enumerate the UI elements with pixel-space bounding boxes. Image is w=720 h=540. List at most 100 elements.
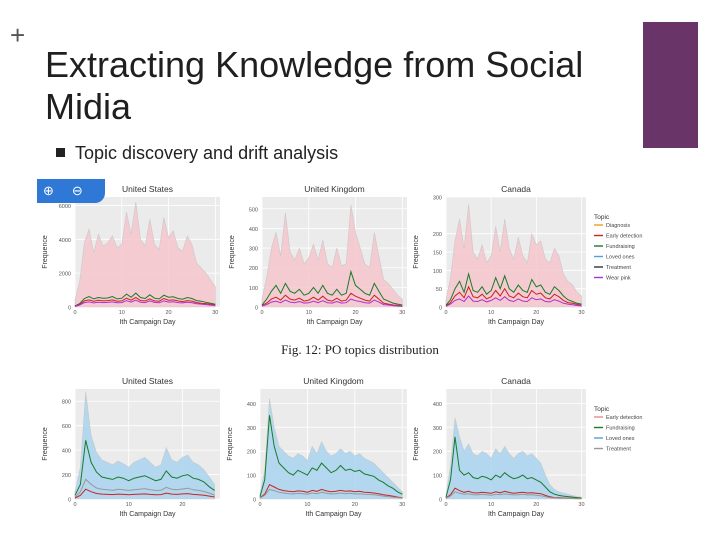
- y-tick-label: 400: [249, 227, 258, 233]
- figure-caption: Fig. 12: PO topics distribution: [281, 342, 439, 357]
- y-axis-label: Frequence: [229, 235, 236, 269]
- y-tick-label: 800: [62, 400, 71, 406]
- x-tick-label: 20: [533, 310, 539, 316]
- legend-item: Treatment: [606, 265, 631, 271]
- y-tick-label: 100: [433, 474, 442, 480]
- y-tick-label: 400: [433, 402, 442, 408]
- x-tick-label: 0: [444, 502, 447, 508]
- y-tick-label: 2000: [59, 272, 71, 278]
- series-line: [445, 436, 582, 499]
- series-area: [261, 204, 403, 308]
- y-tick-label: 4000: [59, 238, 71, 244]
- x-tick-label: 0: [73, 310, 76, 316]
- y-tick-label: 0: [253, 498, 256, 504]
- x-tick-label: 20: [179, 502, 185, 508]
- x-tick-label: 10: [126, 502, 132, 508]
- y-tick-label: 400: [62, 449, 71, 455]
- y-tick-label: 200: [249, 266, 258, 272]
- series-line: [74, 440, 215, 496]
- series-line: [259, 484, 403, 499]
- zoom-toolbar: ⊕ ⊖: [37, 179, 105, 203]
- series-area: [74, 202, 216, 308]
- bullet-text: Topic discovery and drift analysis: [75, 143, 339, 163]
- x-tick-label: 30: [399, 310, 405, 316]
- x-tick-label: 10: [488, 310, 494, 316]
- y-tick-label: 200: [247, 450, 256, 456]
- y-tick-label: 200: [433, 450, 442, 456]
- x-tick-label: 20: [352, 310, 358, 316]
- series-line: [261, 269, 403, 306]
- series-line: [259, 488, 403, 499]
- y-axis-label: Frequence: [42, 427, 49, 461]
- x-tick-label: 20: [533, 502, 539, 508]
- y-axis-label: Frequence: [413, 235, 420, 269]
- y-tick-label: 0: [68, 306, 71, 312]
- y-tick-label: 0: [68, 498, 71, 504]
- y-tick-label: 500: [249, 207, 258, 213]
- legend-item: Diagnosis: [606, 223, 630, 229]
- bullet-item: Topic discovery and drift analysis: [56, 143, 338, 164]
- series-line: [445, 491, 582, 500]
- y-tick-label: 600: [62, 424, 71, 430]
- x-tick-label: 0: [258, 502, 261, 508]
- slide-title: Extracting Knowledge from Social Midia: [45, 44, 584, 127]
- y-tick-label: 100: [247, 474, 256, 480]
- series-line: [74, 478, 215, 498]
- chart-title: United Kingdom: [303, 376, 363, 386]
- y-tick-label: 0: [439, 306, 442, 312]
- legend-item: Early detection: [606, 234, 642, 240]
- series-line: [445, 285, 582, 307]
- x-axis-label: Ith Campaign Day: [119, 319, 176, 326]
- legend-item: Loved ones: [606, 436, 635, 442]
- y-axis-label: Frequence: [42, 235, 49, 269]
- legend-item: Fundraising: [606, 244, 635, 250]
- chart-panel: United States 0 2000 4000 6000 0 10 20 30 Ith Cam…: [42, 184, 220, 326]
- x-tick-label: 30: [578, 310, 584, 316]
- x-axis-label: Ith Campaign Day: [488, 511, 545, 518]
- zoom-out-icon[interactable]: ⊖: [71, 183, 83, 198]
- legend-title: Topic: [594, 406, 610, 413]
- x-tick-label: 30: [212, 310, 218, 316]
- series-line: [74, 296, 216, 307]
- series-area: [74, 391, 215, 500]
- y-tick-label: 0: [439, 498, 442, 504]
- legend-item: Wear pink: [606, 276, 631, 282]
- series-line: [261, 298, 403, 307]
- y-tick-label: 200: [433, 232, 442, 238]
- series-area: [259, 398, 403, 500]
- chart-panel: United Kingdom 0 100 200 300 400 0 10 20 30 Ith Ca…: [227, 376, 407, 518]
- legend-item: Early detection: [606, 415, 642, 421]
- x-axis-label: Ith Campaign Day: [305, 511, 362, 518]
- chart-title: Canada: [501, 376, 531, 386]
- y-tick-label: 0: [255, 306, 258, 312]
- y-tick-label: 6000: [59, 204, 71, 210]
- x-tick-label: 0: [444, 310, 447, 316]
- legend-item: Treatment: [606, 447, 631, 453]
- series-line: [261, 292, 403, 307]
- y-axis-label: Frequence: [227, 427, 234, 461]
- y-tick-label: 400: [247, 402, 256, 408]
- zoom-in-icon[interactable]: ⊕: [43, 183, 54, 198]
- x-axis-label: Ith Campaign Day: [119, 511, 176, 518]
- chart-panel: United Kingdom 0 100 200 300 400 500 0 10 20 30 Ith…: [229, 184, 407, 326]
- y-tick-label: 200: [62, 473, 71, 479]
- x-tick-label: 10: [304, 502, 310, 508]
- y-tick-label: 300: [433, 426, 442, 432]
- series-line: [445, 295, 582, 307]
- x-tick-label: 30: [578, 502, 584, 508]
- series-line: [74, 299, 216, 307]
- x-tick-label: 20: [352, 502, 358, 508]
- x-tick-label: 10: [119, 310, 125, 316]
- series-line: [74, 292, 216, 307]
- plus-icon: +: [10, 20, 26, 50]
- series-line: [445, 272, 582, 306]
- chart-title: Canada: [501, 184, 531, 194]
- bullet-square-icon: [56, 148, 65, 157]
- series-area: [445, 204, 582, 308]
- x-tick-label: 20: [165, 310, 171, 316]
- chart-panel: Canada 0 50 100 150 200 300 0 10 20 30 Ith Campaign…: [413, 184, 642, 326]
- x-axis-label: Ith Campaign Day: [306, 319, 363, 326]
- series-area: [445, 417, 582, 500]
- x-tick-label: 10: [488, 502, 494, 508]
